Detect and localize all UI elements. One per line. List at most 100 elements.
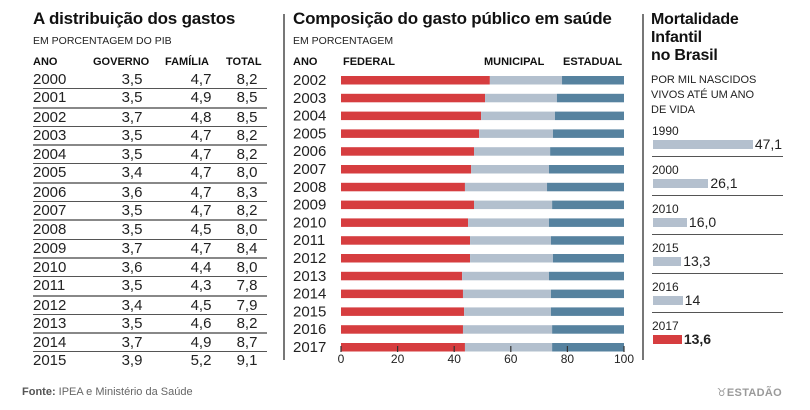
- x-tick-label: 60: [504, 352, 518, 366]
- table-row: 2007 3,5 4,7 8,2: [33, 202, 267, 222]
- bar-municipal: [474, 147, 551, 156]
- bar-estadual: [549, 271, 624, 281]
- mortality-separator: [652, 156, 783, 157]
- panel-divider-2: [642, 14, 644, 360]
- bar-federal: [341, 307, 465, 316]
- cell-familia: 4,7: [190, 71, 212, 88]
- source-label: Fonte:: [22, 386, 56, 398]
- table-row: 2013 3,5 4,6 8,2: [33, 314, 267, 335]
- bar-municipal: [464, 307, 551, 316]
- bar-municipal: [468, 218, 550, 227]
- cell-year: 2002: [33, 108, 67, 126]
- bar-municipal: [464, 343, 553, 352]
- mortality-title-line-3: no Brasil: [651, 47, 718, 64]
- category-label: 2015: [293, 303, 326, 320]
- bar-federal: [341, 76, 490, 85]
- mortality-value: 14: [684, 292, 701, 308]
- cell-total: 8,4: [236, 239, 258, 257]
- bar-federal: [341, 200, 475, 210]
- x-tick-label: 40: [448, 352, 462, 366]
- bar-estadual: [552, 254, 624, 263]
- brand-name: ESTADÃO: [726, 387, 782, 399]
- mortality-year: 2017: [652, 319, 679, 333]
- mortality-bar: [653, 140, 753, 149]
- table-row: 2010 3,6 4,4 8,0: [33, 258, 267, 278]
- cell-governo: 3,4: [121, 164, 143, 182]
- bar-estadual: [550, 307, 624, 316]
- table-row: 2006 3,6 4,7 8,3: [33, 183, 267, 203]
- bar-estadual: [550, 289, 624, 299]
- cell-total: 8,5: [236, 108, 258, 126]
- cell-governo: 3,7: [121, 108, 143, 126]
- bar-municipal: [489, 76, 563, 85]
- bar-federal: [341, 343, 465, 352]
- cell-familia: 4,9: [190, 334, 212, 352]
- cell-familia: 4,8: [190, 108, 212, 126]
- cell-governo: 3,5: [121, 314, 143, 332]
- bar-municipal: [479, 129, 553, 138]
- bar-federal: [341, 111, 482, 121]
- cell-governo: 3,5: [121, 146, 143, 164]
- category-label: 2003: [293, 90, 326, 107]
- expenses-table: 2000 3,5 4,7 8,2 2001 3,5 4,9 8,5 2002 3,7 4,8 8,5 2…: [33, 71, 267, 370]
- bar-municipal: [462, 325, 553, 334]
- mortality-value: 16,0: [688, 214, 717, 230]
- cell-year: 2003: [33, 126, 67, 144]
- mortality-separator: [652, 312, 783, 313]
- table-subtitle: EM PORCENTAGEM DO PIB: [33, 35, 172, 47]
- table-row: 2009 3,7 4,7 8,4: [33, 240, 267, 259]
- bar-estadual: [547, 182, 624, 192]
- mortality-bar: [653, 218, 687, 227]
- mortality-value: 13,6: [683, 331, 712, 347]
- bar-federal: [341, 129, 480, 138]
- cell-year: 2014: [33, 334, 67, 352]
- cell-total: 8,0: [236, 164, 258, 182]
- mortality-bar: [653, 296, 683, 305]
- cell-familia: 4,7: [190, 239, 212, 257]
- cell-governo: 3,5: [121, 126, 143, 144]
- cell-governo: 3,6: [121, 258, 143, 276]
- cell-governo: 3,5: [121, 277, 143, 295]
- bar-federal: [341, 236, 471, 245]
- bar-federal: [341, 165, 472, 174]
- category-label: 2005: [293, 125, 326, 142]
- cell-familia: 4,3: [190, 277, 212, 295]
- table-row: 2005 3,4 4,7 8,0: [33, 164, 267, 184]
- cell-total: 8,3: [236, 183, 258, 201]
- cell-familia: 4,4: [190, 258, 212, 276]
- bar-estadual: [552, 325, 624, 334]
- category-label: 2002: [293, 72, 326, 89]
- mortality-year: 1990: [652, 124, 679, 138]
- stacked-bar-chart: 2002200320042005200620072008200920102011…: [293, 72, 634, 366]
- table-title: A distribuição dos gastos: [33, 9, 236, 28]
- cell-year: 2004: [33, 146, 67, 164]
- cell-governo: 3,5: [121, 221, 143, 239]
- category-label: 2008: [293, 179, 326, 196]
- bar-estadual: [552, 129, 624, 138]
- bar-federal: [341, 93, 486, 103]
- table-row: 2014 3,7 4,9 8,7: [33, 334, 267, 353]
- mortality-separator: [652, 195, 783, 196]
- bar-federal: [341, 289, 463, 299]
- cell-year: 2001: [33, 89, 67, 107]
- cell-total: 9,1: [236, 352, 258, 370]
- cell-governo: 3,5: [121, 89, 143, 107]
- bar-federal: [341, 218, 469, 227]
- cell-familia: 4,5: [190, 221, 212, 239]
- bar-estadual: [552, 200, 624, 210]
- col-header-ano: ANO: [33, 56, 58, 68]
- category-label: 2007: [293, 161, 326, 178]
- mortality-separator: [652, 273, 783, 274]
- cell-total: 8,0: [236, 258, 258, 276]
- bar-federal: [341, 182, 465, 192]
- chart-subtitle: EM PORCENTAGEM: [293, 35, 394, 47]
- cell-governo: 3,9: [121, 352, 143, 370]
- mortality-subtitle-line-1: POR MIL NASCIDOS: [651, 74, 757, 86]
- bar-municipal: [474, 200, 553, 210]
- bar-municipal: [462, 289, 551, 299]
- table-row: 2008 3,5 4,5 8,0: [33, 221, 267, 240]
- cell-total: 7,8: [236, 277, 258, 295]
- table-row: 2002 3,7 4,8 8,5: [33, 109, 267, 127]
- cell-year: 2006: [33, 183, 67, 201]
- cell-total: 8,2: [236, 314, 258, 332]
